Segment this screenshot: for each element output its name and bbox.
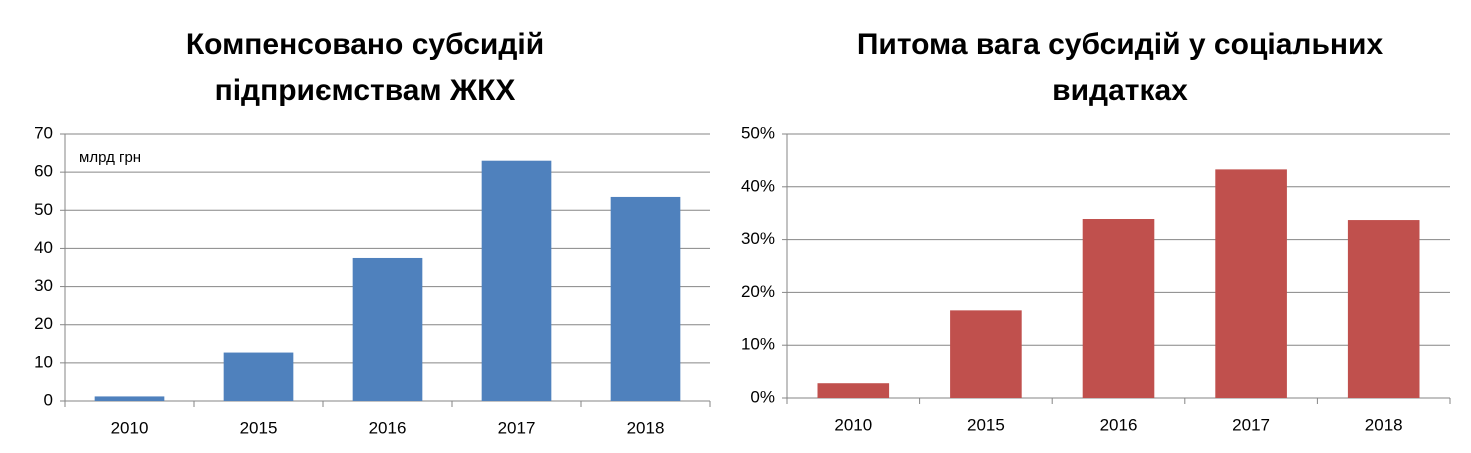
y-tick-label: 30%	[741, 229, 775, 248]
x-tick-label: 2010	[111, 418, 149, 437]
y-tick-label: 40%	[741, 176, 775, 195]
y-tick-label: 50	[34, 200, 53, 219]
x-tick-label: 2017	[498, 418, 536, 437]
x-tick-label: 2018	[1365, 415, 1403, 434]
y-tick-label: 60	[34, 162, 53, 181]
y-tick-label: 20	[34, 314, 53, 333]
y-tick-label: 10	[34, 352, 53, 371]
x-tick-label: 2010	[834, 415, 872, 434]
bar	[610, 196, 681, 401]
bar	[1215, 169, 1287, 398]
bar	[1347, 220, 1420, 398]
y-tick-label: 40	[34, 238, 53, 257]
y-tick-label: 30	[34, 276, 53, 295]
annotation: млрд грн	[79, 149, 141, 166]
y-tick-label: 70	[34, 123, 53, 142]
x-tick-label: 2016	[369, 418, 407, 437]
bar	[817, 383, 890, 398]
bar	[94, 396, 165, 401]
x-tick-label: 2015	[240, 418, 278, 437]
bar	[223, 352, 294, 401]
x-tick-label: 2017	[1232, 415, 1270, 434]
chart-title: Компенсовано субсидій підприємствам ЖКХ	[185, 28, 545, 107]
y-tick-label: 20%	[741, 282, 775, 301]
y-tick-label: 0%	[750, 387, 775, 406]
bar	[950, 310, 1022, 398]
x-tick-label: 2018	[627, 418, 665, 437]
bar	[352, 257, 423, 401]
y-tick-label: 10%	[741, 335, 775, 354]
y-tick-label: 50%	[741, 123, 775, 142]
x-tick-label: 2015	[967, 415, 1005, 434]
chart-title: Питома вага субсидій у соціальних видатк…	[856, 28, 1384, 107]
bar	[1082, 219, 1155, 398]
bar	[481, 160, 552, 401]
x-tick-label: 2016	[1100, 415, 1138, 434]
y-tick-label: 0	[44, 390, 53, 409]
